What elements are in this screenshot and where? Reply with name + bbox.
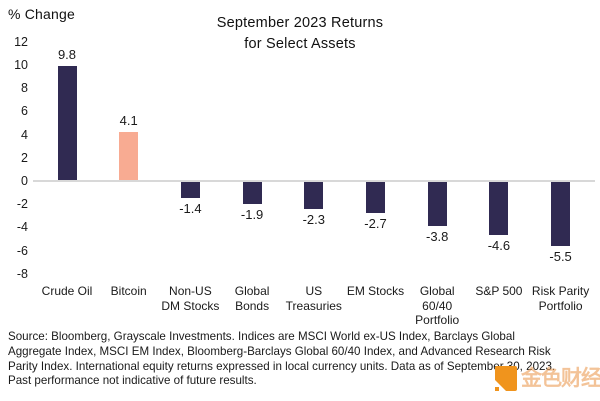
y-tick-label: 2 [21, 150, 28, 165]
bar-value-label: 9.8 [57, 47, 77, 63]
y-tick-label: -6 [16, 243, 28, 258]
y-axis-title: % Change [8, 6, 75, 22]
bar-value-label: -2.7 [364, 216, 387, 232]
bar-value-label: -3.8 [425, 229, 449, 245]
jinse-logo-icon [495, 366, 517, 396]
bar-value-label: -1.9 [240, 207, 264, 223]
x-category-label: EM Stocks [346, 284, 405, 298]
bar [489, 182, 509, 236]
bar-value-label: -5.5 [549, 248, 572, 264]
bar-value-label: -1.4 [179, 201, 202, 217]
y-tick-label: 6 [21, 104, 28, 119]
x-category-label: S&P 500 [475, 284, 523, 298]
x-category-label: Bitcoin [110, 284, 147, 298]
x-category-label: Global Bonds [234, 284, 270, 313]
x-category-label: Non-US DM Stocks [161, 284, 220, 313]
x-category-label: Global 60/40 Portfolio [415, 284, 460, 327]
watermark: 金色财经 [495, 366, 600, 396]
bar-value-label: -4.6 [487, 238, 511, 254]
y-tick-label: 0 [21, 174, 28, 188]
bar-value-label: -2.3 [302, 211, 325, 227]
watermark-text: 金色财经 [521, 367, 600, 390]
bar [427, 182, 447, 227]
y-tick-label: 4 [21, 127, 28, 142]
bar-value-label: 4.1 [119, 113, 138, 129]
chart-title: September 2023 Returns for Select Assets [216, 15, 384, 52]
y-tick-label: -8 [16, 266, 28, 281]
x-category-label: US Treasuries [285, 284, 342, 313]
bar [242, 182, 262, 205]
y-tick-label: 12 [14, 34, 28, 49]
bar [551, 182, 571, 246]
y-tick-label: 10 [14, 58, 28, 72]
x-category-label: Risk Parity Portfolio [531, 284, 590, 313]
bar [366, 182, 385, 214]
x-category-label: Crude Oil [41, 284, 93, 298]
zero-baseline [33, 180, 595, 182]
bar [180, 182, 200, 199]
y-tick-label: -2 [16, 197, 28, 212]
bar [304, 182, 324, 209]
bar [57, 66, 77, 180]
source-note: Source: Bloomberg, Grayscale Investments… [8, 330, 556, 388]
y-tick-label: 8 [21, 81, 28, 96]
bar [119, 132, 139, 180]
y-tick-label: -4 [16, 220, 28, 235]
